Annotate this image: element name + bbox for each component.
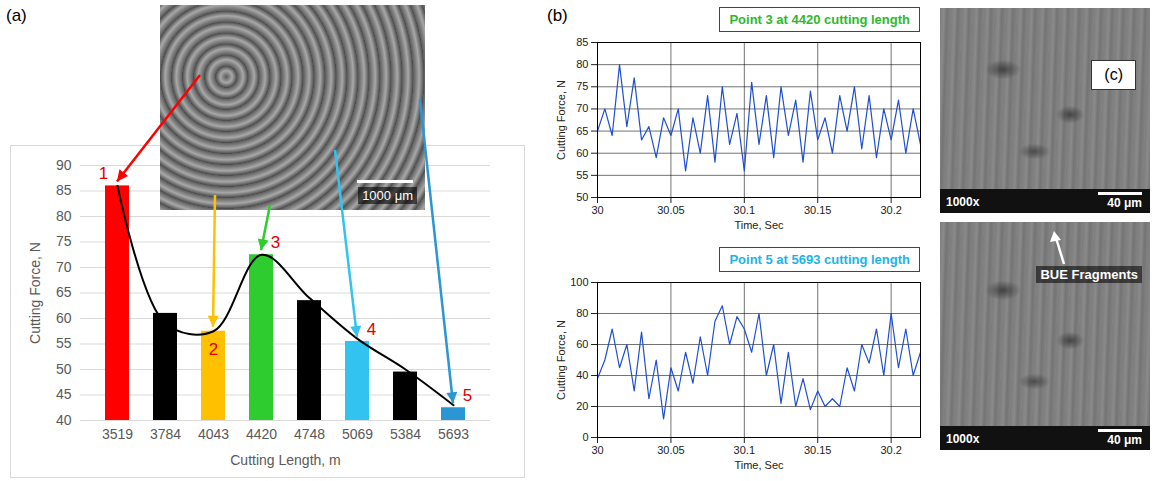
- svg-text:Time, Sec: Time, Sec: [734, 219, 784, 231]
- svg-text:80: 80: [576, 307, 588, 319]
- svg-text:30.05: 30.05: [657, 204, 685, 216]
- svg-text:85: 85: [56, 182, 72, 198]
- svg-text:30.15: 30.15: [804, 204, 832, 216]
- svg-text:55: 55: [56, 335, 72, 351]
- svg-text:60: 60: [576, 147, 588, 159]
- html-text:40 μm: 40 μm: [1107, 433, 1142, 447]
- html-text:1000x: 1000x: [946, 432, 980, 446]
- html-text:(a): (a): [6, 6, 27, 25]
- svg-text:5384: 5384: [390, 426, 421, 442]
- svg-text:Cutting Force, N: Cutting Force, N: [555, 80, 567, 160]
- svg-text:45: 45: [56, 386, 72, 402]
- html-text:Point 3 at 4420 cutting length: Point 3 at 4420 cutting length: [729, 12, 910, 27]
- svg-text:60: 60: [56, 310, 72, 326]
- html-text:1000 μm: 1000 μm: [362, 188, 413, 203]
- svg-text:30: 30: [591, 444, 603, 456]
- svg-text:70: 70: [56, 259, 72, 275]
- html-text:BUE Fragments: BUE Fragments: [1040, 267, 1138, 282]
- svg-text:2: 2: [209, 340, 218, 359]
- svg-text:30.05: 30.05: [657, 444, 685, 456]
- svg-text:3: 3: [271, 233, 280, 252]
- html-text:40 μm: 40 μm: [1107, 196, 1142, 210]
- svg-text:4: 4: [367, 320, 376, 339]
- svg-text:20: 20: [576, 400, 588, 412]
- svg-text:5693: 5693: [438, 426, 469, 442]
- html-text:Point 5 at 5693 cutting length: Point 5 at 5693 cutting length: [729, 252, 910, 267]
- svg-text:Cutting Force, N: Cutting Force, N: [27, 242, 43, 344]
- svg-text:30.1: 30.1: [734, 444, 755, 456]
- svg-text:4420: 4420: [246, 426, 277, 442]
- svg-text:Cutting Force, N: Cutting Force, N: [555, 320, 567, 400]
- svg-text:75: 75: [56, 233, 72, 249]
- svg-text:80: 80: [56, 208, 72, 224]
- svg-text:75: 75: [576, 80, 588, 92]
- svg-text:4043: 4043: [198, 426, 229, 442]
- svg-text:Time, Sec: Time, Sec: [734, 459, 784, 471]
- svg-text:40: 40: [576, 369, 588, 381]
- svg-text:70: 70: [576, 102, 588, 114]
- svg-text:30.2: 30.2: [880, 444, 901, 456]
- svg-text:3784: 3784: [150, 426, 181, 442]
- svg-text:100: 100: [570, 276, 588, 288]
- svg-text:65: 65: [56, 284, 72, 300]
- svg-text:60: 60: [576, 338, 588, 350]
- svg-text:50: 50: [576, 191, 588, 203]
- svg-text:30.15: 30.15: [804, 444, 832, 456]
- svg-text:5069: 5069: [342, 426, 373, 442]
- svg-text:3519: 3519: [102, 426, 133, 442]
- svg-text:30.2: 30.2: [880, 204, 901, 216]
- svg-text:30.1: 30.1: [734, 204, 755, 216]
- svg-text:Cutting Length, m: Cutting Length, m: [230, 452, 341, 468]
- html-text:1000x: 1000x: [946, 195, 980, 209]
- svg-text:50: 50: [56, 361, 72, 377]
- svg-text:1: 1: [99, 164, 108, 183]
- svg-text:30: 30: [591, 204, 603, 216]
- svg-text:5: 5: [463, 386, 472, 405]
- svg-text:55: 55: [576, 169, 588, 181]
- svg-text:65: 65: [576, 125, 588, 137]
- svg-text:4748: 4748: [294, 426, 325, 442]
- svg-text:0: 0: [582, 431, 588, 443]
- svg-text:90: 90: [56, 157, 72, 173]
- html-text:(c): (c): [1104, 66, 1123, 83]
- svg-text:85: 85: [576, 36, 588, 48]
- html-text:(b): (b): [547, 6, 568, 25]
- svg-text:80: 80: [576, 58, 588, 70]
- svg-text:40: 40: [56, 412, 72, 428]
